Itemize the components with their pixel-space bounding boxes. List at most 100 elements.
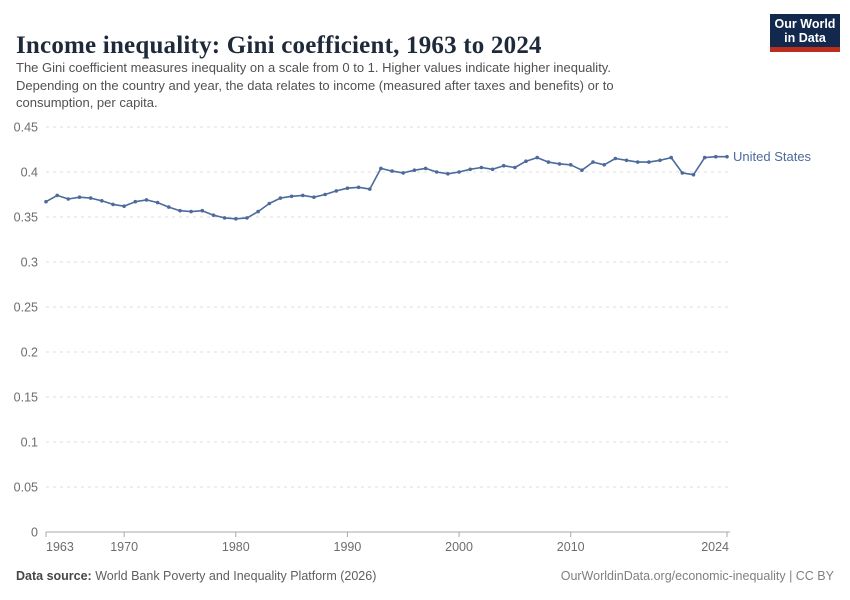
data-point-1978[interactable]	[211, 213, 216, 217]
line-chart-canvas[interactable]: 00.050.10.150.20.250.30.350.40.45 1963 19…	[0, 115, 850, 560]
y-tick-label-0.3: 0.3	[21, 256, 38, 270]
credit-link[interactable]: OurWorldinData.org/economic-inequality |…	[560, 569, 834, 583]
data-source-note: Data source: World Bank Poverty and Ineq…	[16, 569, 376, 583]
x-tick-label-1990: 1990	[334, 540, 362, 554]
data-point-1992[interactable]	[368, 187, 372, 191]
data-point-1971[interactable]	[133, 199, 138, 204]
data-point-2017[interactable]	[647, 160, 651, 164]
y-tick-label-0.1: 0.1	[21, 436, 38, 450]
data-point-1990[interactable]	[345, 186, 350, 190]
data-point-2004[interactable]	[501, 163, 506, 168]
data-point-1995[interactable]	[401, 171, 406, 175]
data-point-1997[interactable]	[423, 166, 428, 171]
data-point-1968[interactable]	[100, 199, 104, 203]
subtitle-line-2: Depending on the country and year, the d…	[16, 77, 614, 93]
data-point-2006[interactable]	[524, 159, 528, 163]
y-tick-label-0.45: 0.45	[14, 121, 38, 135]
x-tick-label-2000: 2000	[445, 540, 473, 554]
data-point-2018[interactable]	[658, 158, 662, 163]
data-point-2003[interactable]	[490, 167, 495, 172]
data-point-1980[interactable]	[234, 217, 238, 221]
data-point-1981[interactable]	[245, 216, 249, 220]
data-point-1989[interactable]	[334, 189, 339, 193]
y-axis-tick-labels: 0 0.05 0.1 0.15 0.2 0.25 0.3 0.35 0.4 0.45	[14, 121, 38, 540]
owid-logo-line2: in Data	[784, 31, 826, 45]
owid-logo[interactable]: Our World in Data	[770, 14, 840, 52]
data-point-2011[interactable]	[580, 168, 584, 172]
data-point-1994[interactable]	[390, 169, 394, 173]
data-point-1996[interactable]	[412, 168, 417, 172]
x-tick-label-1970: 1970	[110, 540, 138, 554]
data-point-2024[interactable]	[725, 154, 729, 159]
data-point-1975[interactable]	[178, 208, 182, 213]
owid-logo-text: Our World in Data	[770, 14, 840, 47]
data-point-2010[interactable]	[568, 163, 573, 167]
data-point-1993[interactable]	[379, 166, 383, 171]
x-axis: 1963 1970 1980 1990 2000 2010 2024	[45, 531, 730, 554]
data-point-2009[interactable]	[557, 162, 562, 166]
us-gini-line-series[interactable]	[44, 154, 729, 221]
y-tick-label-0.15: 0.15	[14, 391, 38, 405]
data-point-1987[interactable]	[312, 195, 316, 199]
y-gridlines	[46, 126, 730, 488]
series-end-label[interactable]: United States	[733, 149, 812, 164]
data-source-label: Data source:	[16, 569, 92, 583]
data-point-2005[interactable]	[513, 165, 517, 170]
data-point-1999[interactable]	[446, 172, 450, 176]
y-tick-label-0.05: 0.05	[14, 481, 38, 495]
chart-title: Income inequality: Gini coefficient, 196…	[16, 31, 542, 59]
data-point-1964[interactable]	[55, 193, 59, 198]
data-point-1973[interactable]	[155, 200, 160, 205]
data-point-1986[interactable]	[301, 193, 305, 198]
data-point-1979[interactable]	[222, 216, 227, 220]
data-point-1984[interactable]	[278, 196, 283, 200]
data-point-2012[interactable]	[591, 160, 595, 164]
data-point-1963[interactable]	[44, 199, 48, 204]
data-point-2019[interactable]	[669, 155, 673, 160]
us-gini-line[interactable]	[45, 155, 728, 220]
x-tick-label-1980: 1980	[222, 540, 250, 554]
data-point-1967[interactable]	[88, 196, 93, 200]
y-tick-label-0.4: 0.4	[21, 166, 38, 180]
data-point-1969[interactable]	[111, 202, 115, 207]
data-point-2007[interactable]	[535, 155, 539, 160]
chart-subtitle: The Gini coefficient measures inequality…	[16, 59, 716, 112]
data-point-1976[interactable]	[189, 209, 193, 214]
chart-footer: Data source: World Bank Poverty and Ineq…	[16, 569, 834, 583]
data-point-1983[interactable]	[267, 201, 272, 206]
data-point-2014[interactable]	[613, 156, 618, 161]
data-point-1972[interactable]	[144, 198, 149, 202]
data-point-2020[interactable]	[680, 171, 685, 175]
data-point-1965[interactable]	[66, 197, 71, 201]
data-point-2008[interactable]	[546, 160, 551, 164]
data-point-1970[interactable]	[122, 204, 126, 208]
data-source-value: World Bank Poverty and Inequality Platfo…	[91, 569, 377, 583]
y-tick-label-0: 0	[31, 526, 38, 540]
subtitle-line-1: The Gini coefficient measures inequality…	[16, 60, 611, 75]
data-point-1982[interactable]	[256, 209, 260, 214]
data-point-2016[interactable]	[635, 160, 640, 164]
data-point-1991[interactable]	[356, 185, 361, 190]
x-tick-label-2010: 2010	[557, 540, 585, 554]
data-point-2000[interactable]	[457, 170, 461, 174]
data-point-2001[interactable]	[468, 167, 473, 172]
owid-logo-red-bar	[770, 47, 840, 52]
data-point-2013[interactable]	[602, 163, 606, 167]
data-point-2021[interactable]	[691, 172, 696, 177]
data-point-1966[interactable]	[77, 195, 82, 199]
data-point-1998[interactable]	[434, 170, 439, 174]
data-point-1988[interactable]	[323, 192, 327, 197]
data-point-2022[interactable]	[702, 155, 707, 160]
data-point-1985[interactable]	[289, 194, 294, 199]
data-point-2023[interactable]	[714, 154, 718, 159]
data-point-1974[interactable]	[167, 205, 171, 209]
subtitle-line-3: consumption, per capita.	[16, 95, 158, 110]
y-tick-label-0.25: 0.25	[14, 301, 38, 315]
data-point-2002[interactable]	[479, 165, 484, 170]
y-tick-label-0.2: 0.2	[21, 346, 38, 360]
data-point-2015[interactable]	[624, 158, 629, 163]
y-tick-label-0.35: 0.35	[14, 211, 38, 225]
owid-logo-line1: Our World	[774, 16, 836, 31]
data-point-1977[interactable]	[200, 208, 205, 213]
